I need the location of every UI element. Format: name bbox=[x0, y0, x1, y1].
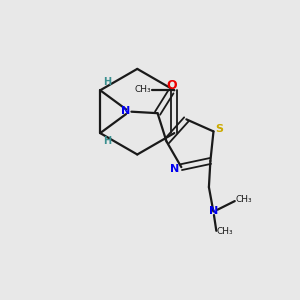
Text: H: H bbox=[103, 136, 111, 146]
Text: S: S bbox=[215, 124, 223, 134]
Text: H: H bbox=[103, 77, 111, 87]
Text: CH₃: CH₃ bbox=[236, 195, 252, 204]
Text: O: O bbox=[166, 79, 177, 92]
Text: N: N bbox=[209, 206, 219, 216]
Text: N: N bbox=[170, 164, 179, 174]
Text: N: N bbox=[121, 106, 130, 116]
Text: CH₃: CH₃ bbox=[134, 85, 151, 94]
Text: CH₃: CH₃ bbox=[217, 227, 234, 236]
